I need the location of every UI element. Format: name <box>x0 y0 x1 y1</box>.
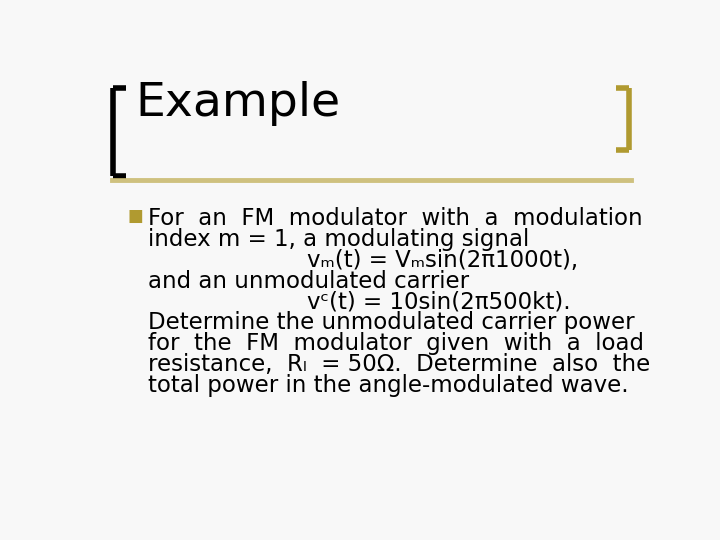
Text: and an unmodulated carrier: and an unmodulated carrier <box>148 269 469 293</box>
Text: for  the  FM  modulator  given  with  a  load: for the FM modulator given with a load <box>148 332 644 355</box>
Text: vₘ(t) = Vₘsin(2π1000t),: vₘ(t) = Vₘsin(2π1000t), <box>307 249 578 272</box>
Text: Determine the unmodulated carrier power: Determine the unmodulated carrier power <box>148 311 635 334</box>
Text: Example: Example <box>135 82 340 126</box>
Text: ■: ■ <box>127 207 143 225</box>
Text: total power in the angle-modulated wave.: total power in the angle-modulated wave. <box>148 374 629 396</box>
Text: resistance,  Rₗ  = 50Ω.  Determine  also  the: resistance, Rₗ = 50Ω. Determine also the <box>148 353 650 376</box>
Text: For  an  FM  modulator  with  a  modulation: For an FM modulator with a modulation <box>148 207 643 230</box>
Text: vᶜ(t) = 10sin(2π500kt).: vᶜ(t) = 10sin(2π500kt). <box>307 291 571 313</box>
Text: index m = 1, a modulating signal: index m = 1, a modulating signal <box>148 228 529 251</box>
